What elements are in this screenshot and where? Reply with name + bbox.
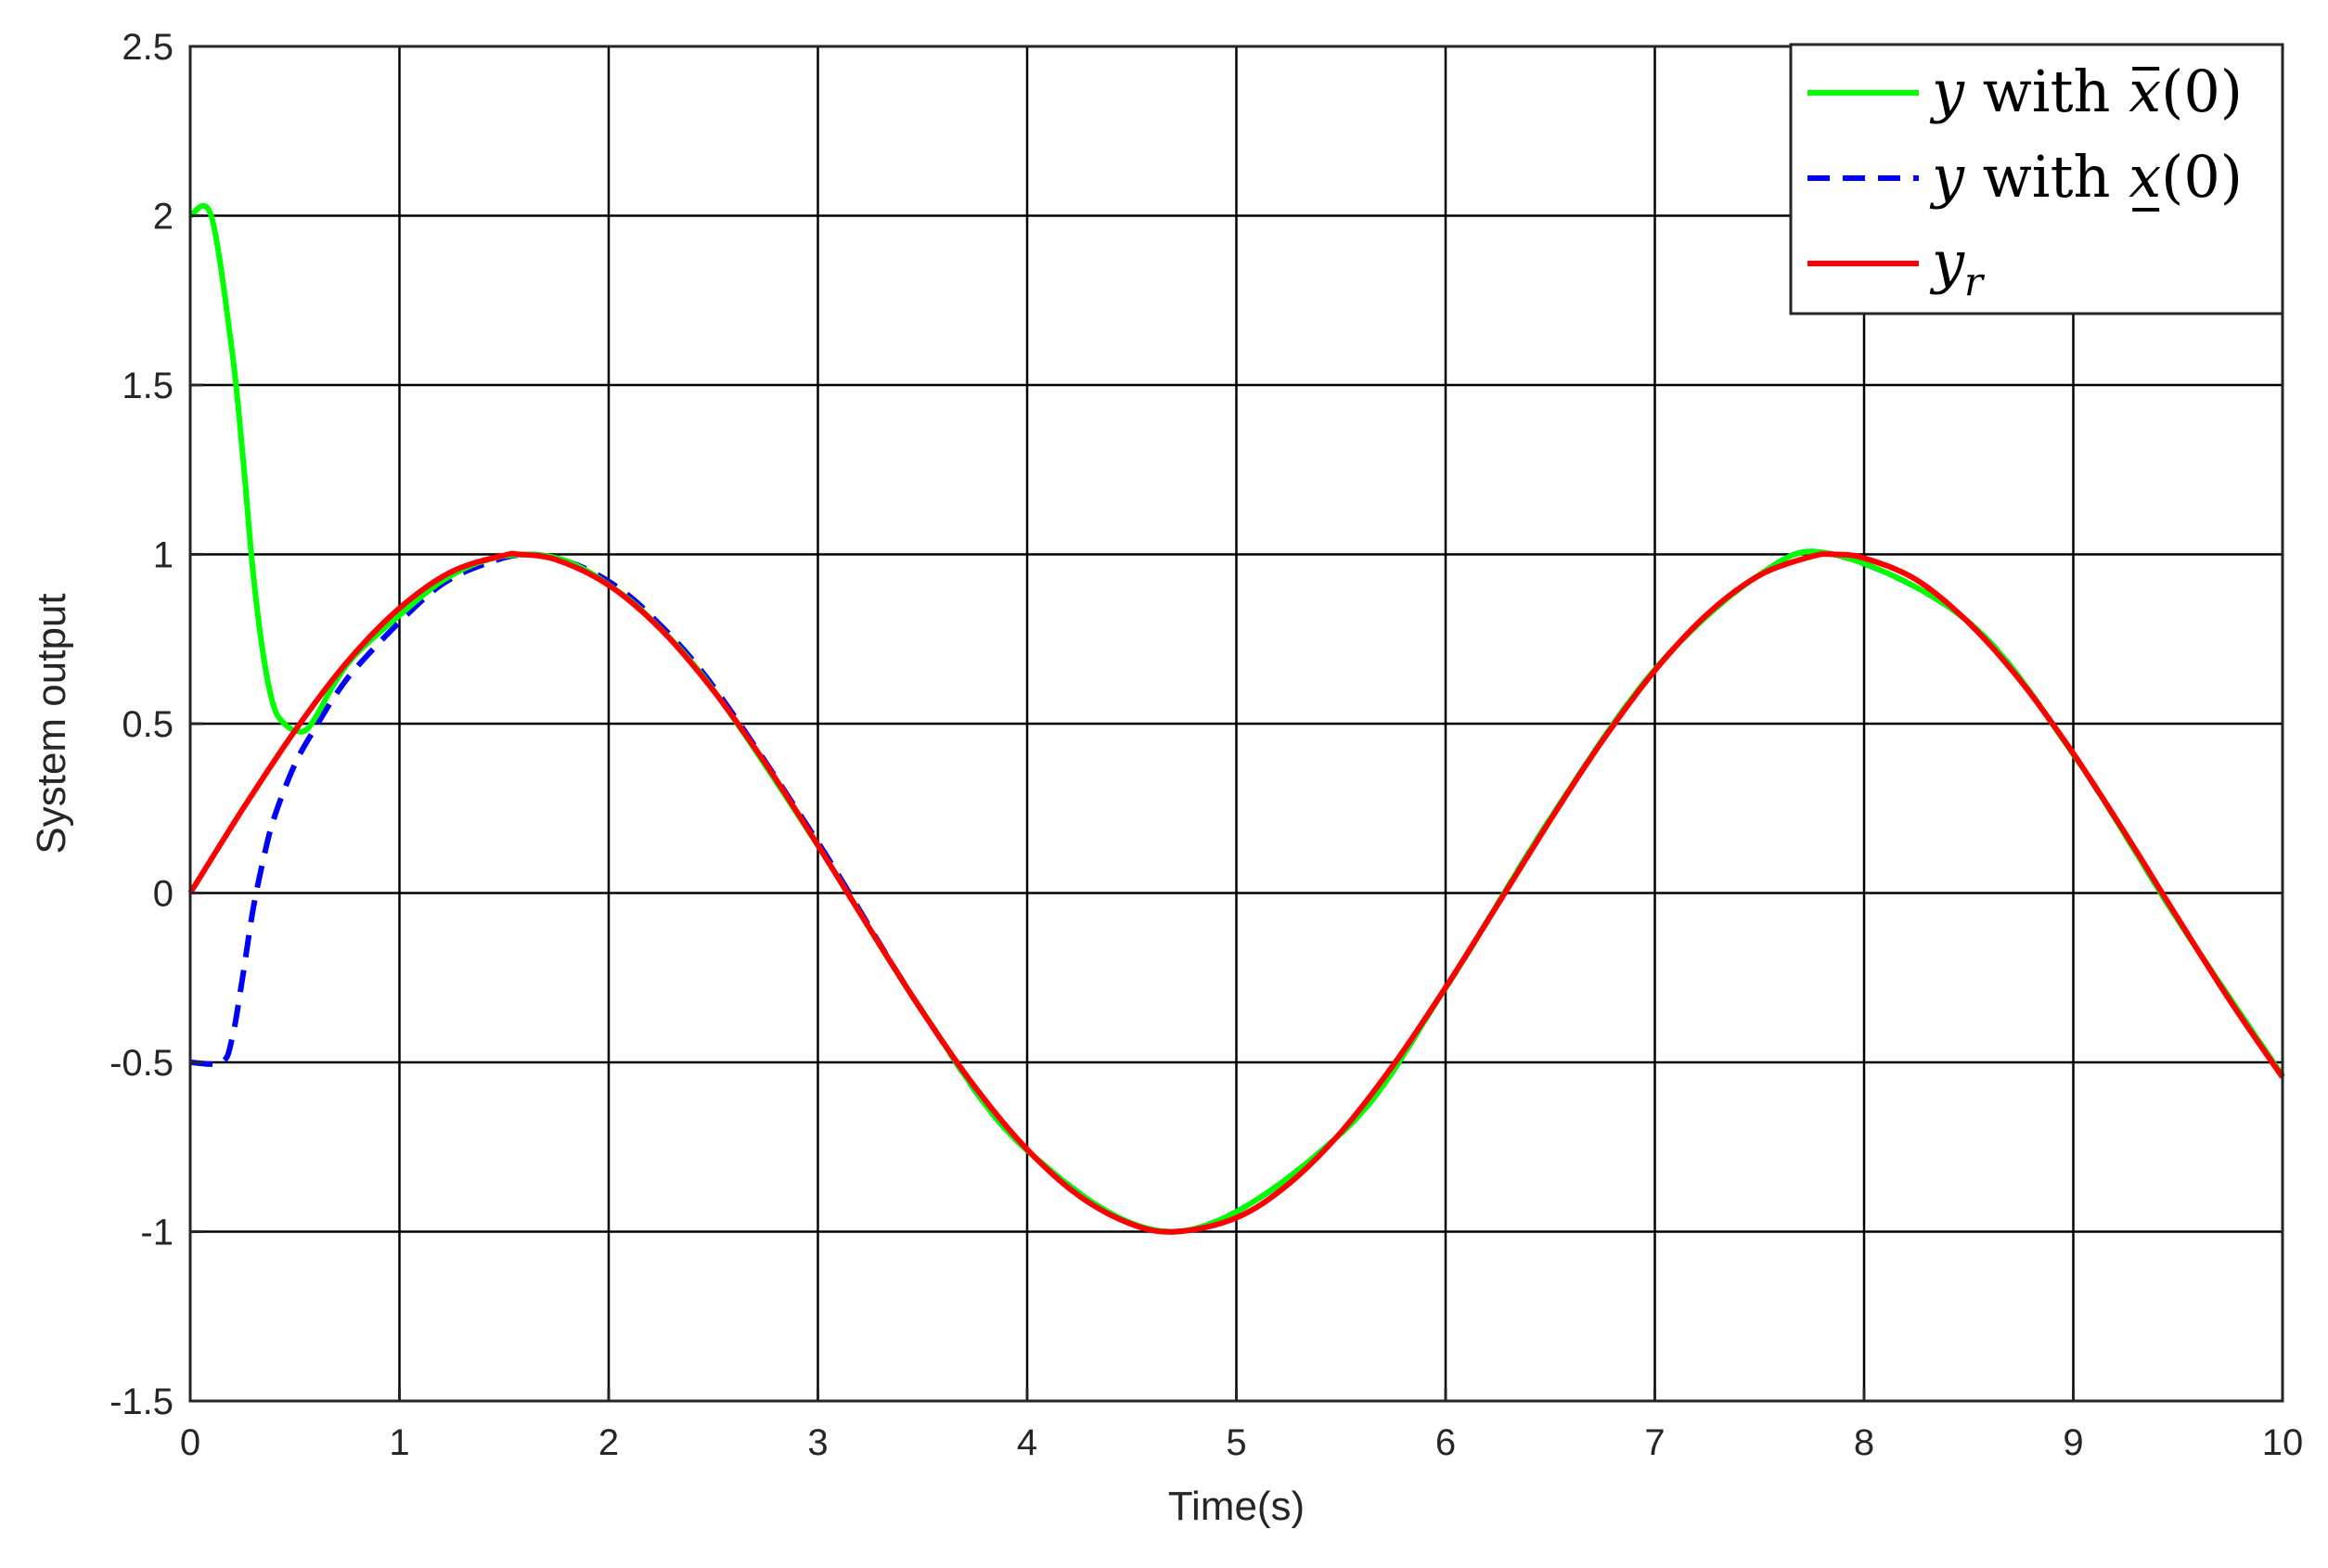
y-tick-label: -1 [140,1213,174,1253]
legend-var: y [1929,228,1965,296]
y-axis-label: System output [29,593,74,854]
x-tick-label: 6 [1435,1422,1456,1463]
y-tick-label: -0.5 [109,1043,174,1084]
x-tick-label: 5 [1226,1422,1246,1463]
legend-subscript: r [1964,259,1986,304]
y-tick-label: 0.5 [122,704,174,745]
legend-var: y [1929,143,1965,211]
series-layer [187,202,2285,1235]
x-tick-label: 10 [2262,1422,2304,1463]
legend-box [1789,43,2284,315]
legend-arg: (0) [2161,58,2243,125]
y-tick-label: -1.5 [109,1382,174,1422]
x-tick-label: 4 [1017,1422,1037,1463]
y-tick-label: 2 [153,197,174,238]
x-tick-label: 9 [2063,1422,2083,1463]
y-tick-label: 1.5 [122,366,174,406]
x-tick-label: 3 [807,1422,828,1463]
x-tick-label: 2 [598,1422,619,1463]
x-axis-label: Time(s) [1168,1484,1305,1529]
legend-word: with [1964,58,2129,125]
x-tick-label: 1 [389,1422,409,1463]
x-tick-label: 8 [1854,1422,1874,1463]
legend: y with x(0)y with x(0)yr [1789,43,2284,315]
x-tick-label: 7 [1644,1422,1665,1463]
tick-labels: 0 1 2 3 4 5 6 7 8 9 10 -1.5 -1 -0.5 0 0.5 1 1.5 2 2.5 [109,27,2303,1463]
x-tick-label: 0 [180,1422,200,1463]
legend-var: y [1929,58,1965,125]
legend-label-1: y with x(0) [1929,143,2243,211]
legend-word: with [1964,143,2129,211]
legend-state: x [2129,143,2161,211]
legend-arg: (0) [2161,143,2243,211]
series-line-2 [187,550,2285,1235]
y-tick-label: 2.5 [122,27,174,68]
y-tick-label: 1 [153,535,174,576]
y-tick-label: 0 [153,874,174,915]
legend-label-0: y with x(0) [1929,58,2243,125]
legend-label-2: yr [1929,228,1986,304]
